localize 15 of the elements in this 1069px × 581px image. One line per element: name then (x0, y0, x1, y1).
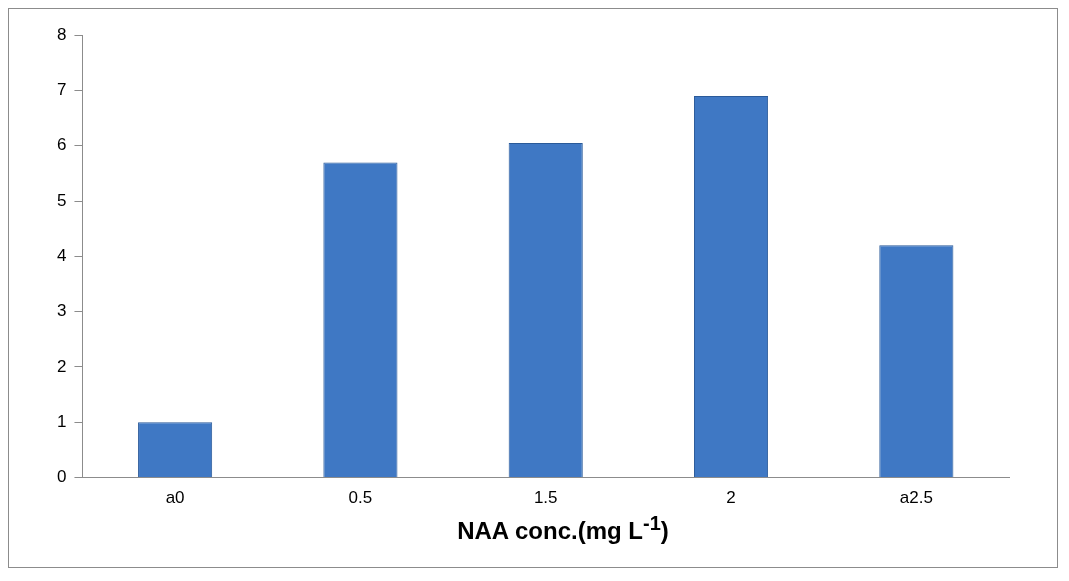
y-tick-label: 5 (56, 190, 67, 210)
y-tick-label: 2 (56, 356, 67, 376)
y-tick-label: 0 (56, 467, 67, 487)
y-tick-label: 1 (56, 411, 67, 431)
x-tick-label: 0.5 (348, 488, 373, 508)
x-tick-label: a2.5 (899, 488, 933, 508)
y-tick-label: 4 (56, 246, 67, 266)
y-tick-label: 7 (56, 80, 67, 100)
y-tick-label: 3 (56, 301, 67, 321)
x-axis-title: NAA conc.(mg L$^{-1}$) (456, 512, 670, 545)
x-tick-label: 1.5 (533, 488, 558, 508)
y-tick-label: 6 (56, 135, 67, 155)
x-tick-label: 2 (726, 488, 736, 508)
y-tick-label: 8 (56, 24, 67, 44)
x-tick-label: a0 (165, 488, 185, 508)
